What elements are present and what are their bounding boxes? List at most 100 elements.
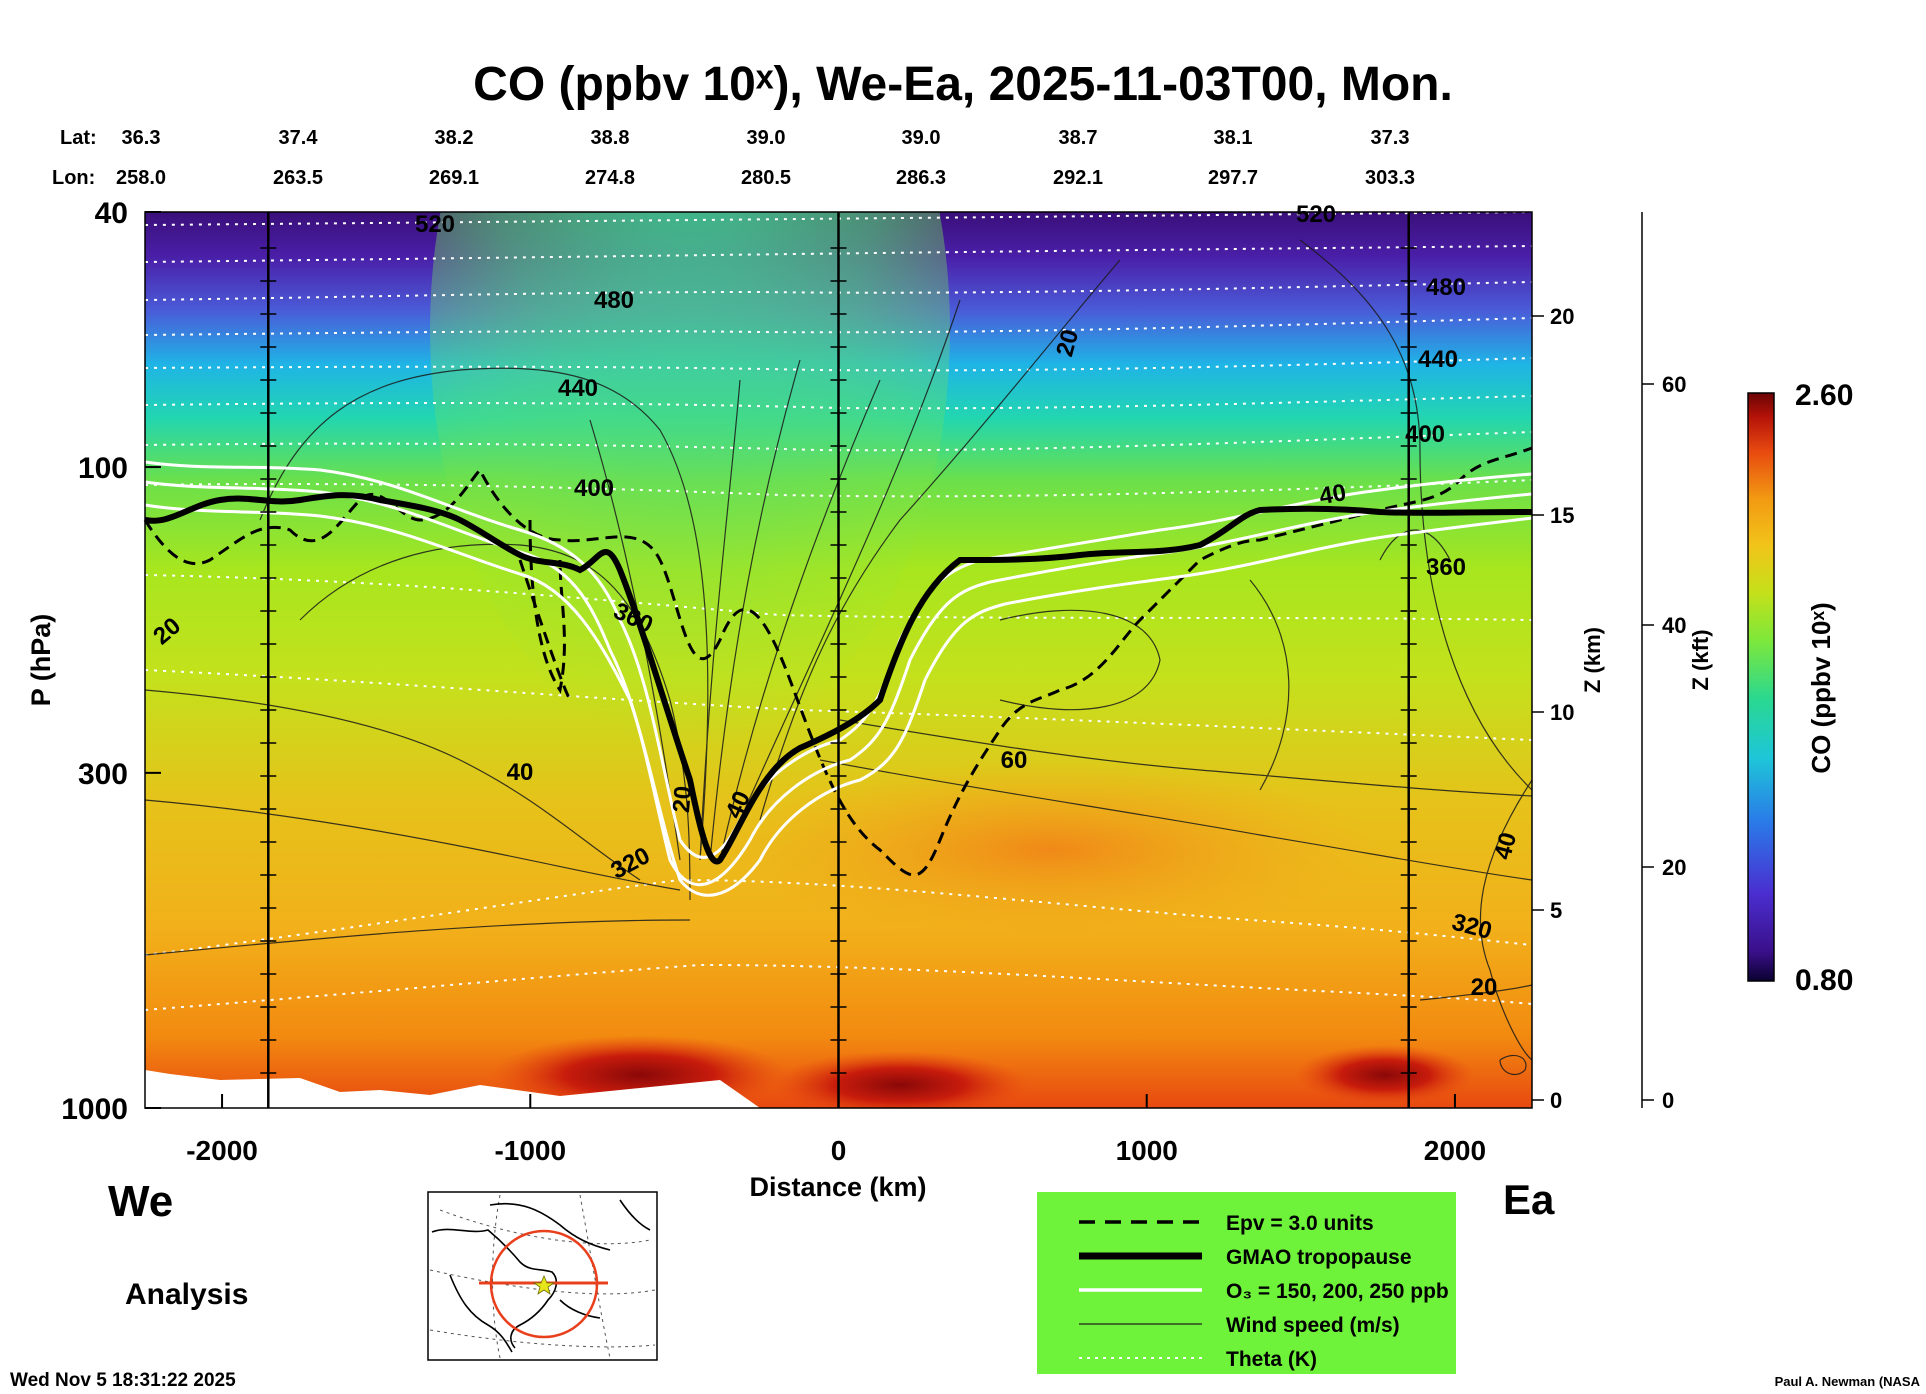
theta-contours — [144, 211, 1533, 1011]
co-surface-max-east — [770, 1051, 1030, 1108]
lat-row-label: Lat: — [60, 127, 97, 149]
wind-contour-line — [1249, 579, 1290, 791]
lat-value: 38.7 — [1059, 127, 1098, 149]
lon-value: 292.1 — [1053, 167, 1103, 189]
theta-contour-label: 360 — [1426, 554, 1466, 581]
ozone-line — [144, 503, 1533, 897]
z-km-tick-label: 10 — [1550, 700, 1574, 725]
lon-value: 258.0 — [116, 167, 166, 189]
z-kft-axis-label: Z (kft) — [1688, 629, 1713, 690]
z-kft-tick-label: 40 — [1662, 613, 1686, 638]
x-tick-label: -2000 — [186, 1135, 258, 1166]
lon-value: 269.1 — [429, 167, 479, 189]
theta-contour-label: 480 — [594, 287, 634, 314]
wind-contour-line — [1479, 779, 1533, 1061]
analysis-label: Analysis — [125, 1278, 248, 1311]
theta-contour-label: 480 — [1426, 274, 1466, 301]
wind-contour-line — [839, 719, 1533, 797]
graticule-line — [579, 1194, 611, 1359]
legend-item-label: Wind speed (m/s) — [1226, 1314, 1400, 1337]
legend-item-label: Theta (K) — [1226, 1348, 1317, 1371]
timestamp: Wed Nov 5 18:31:22 2025 — [10, 1370, 236, 1391]
wind-contour-line — [1419, 984, 1533, 1001]
terrain-mask — [145, 1070, 760, 1108]
y-tick-label: 300 — [78, 758, 128, 791]
map-center-star — [532, 1274, 556, 1295]
legend-item-label: O₃ = 150, 200, 250 ppb — [1226, 1280, 1449, 1303]
graticule-line — [429, 1329, 656, 1348]
east-label: Ea — [1503, 1176, 1555, 1223]
lon-value: 274.8 — [585, 167, 635, 189]
z-kft-tick-label: 20 — [1662, 855, 1686, 880]
legend-item-label: Epv = 3.0 units — [1226, 1212, 1374, 1235]
co-surface-max-far-east — [1295, 1045, 1475, 1105]
colorbar-min-label: 0.80 — [1795, 964, 1853, 997]
theta-contour-line — [144, 878, 1533, 956]
wind-contour-line — [739, 299, 961, 821]
wind-contour-line — [1499, 1055, 1527, 1075]
x-tick-label: 1000 — [1116, 1135, 1178, 1166]
lon-value: 280.5 — [741, 167, 791, 189]
lat-lon-values: 36.3 37.4 38.2 38.8 39.0 39.0 38.7 38.1 37.3 258.… — [116, 127, 1415, 189]
gmao-tropopause-line — [144, 492, 1533, 865]
lat-value: 37.3 — [1371, 127, 1410, 149]
z-km-tick-label: 5 — [1550, 898, 1562, 923]
z-km-tick-label: 20 — [1550, 304, 1574, 329]
map-coastlines — [431, 1199, 651, 1353]
lat-value: 38.8 — [591, 127, 630, 149]
theta-contour-label: 440 — [1418, 346, 1458, 373]
theta-contour-line — [144, 574, 1533, 621]
x-axis: -2000 -1000 0 1000 2000 — [186, 1094, 1486, 1166]
colorbar-max-label: 2.60 — [1795, 379, 1853, 412]
wind-contour-line — [819, 759, 1533, 881]
wind-contour-line — [999, 609, 1161, 711]
wind-contour-line — [299, 543, 691, 901]
lon-value: 297.7 — [1208, 167, 1258, 189]
vertical-marker-lines — [260, 212, 1417, 1108]
wind-contour-label: 40 — [507, 759, 534, 786]
graticule-line — [439, 1209, 651, 1245]
colorbar-label: CO (ppbv 10ˣ) — [1806, 602, 1836, 773]
lat-value: 37.4 — [279, 127, 319, 149]
legend-items: Epv = 3.0 units GMAO tropopause O₃ = 150, … — [1079, 1212, 1449, 1371]
theta-contour-label: 520 — [1296, 201, 1336, 228]
graticule-line — [492, 1194, 501, 1359]
legend: Epv = 3.0 units GMAO tropopause O₃ = 150, … — [1037, 1192, 1456, 1374]
credit: Paul A. Newman (NASA — [1775, 1374, 1921, 1389]
graticule-line — [429, 1269, 656, 1295]
wind-contour-line — [1299, 239, 1533, 791]
colorbar — [1747, 392, 1775, 982]
wind-contour-line — [259, 367, 709, 861]
epv-line — [143, 446, 1533, 877]
theta-contour-label: 440 — [558, 375, 598, 402]
y-axis: 40 100 300 1000 — [61, 197, 161, 1126]
wind-contour-line — [144, 919, 691, 956]
lat-value: 38.2 — [435, 127, 474, 149]
y-axis-label: P (hPa) — [26, 614, 56, 707]
z-kft-tick-label: 0 — [1662, 1088, 1674, 1113]
west-label: We — [108, 1177, 173, 1226]
chart-title: CO (ppbv 10ˣ), We-Ea, 2025-11-03T00, Mon… — [473, 58, 1453, 111]
inset-map — [427, 1191, 658, 1361]
epv-line — [528, 519, 566, 694]
lat-value: 38.1 — [1214, 127, 1253, 149]
lat-value: 39.0 — [747, 127, 786, 149]
lon-value: 303.3 — [1365, 167, 1415, 189]
wind-contour-label: 20 — [668, 785, 697, 814]
x-axis-label: Distance (km) — [749, 1172, 926, 1202]
co-orange-band — [720, 760, 1380, 940]
theta-contour-label: 520 — [415, 211, 455, 238]
wind-contour-line — [144, 689, 641, 881]
map-graticule — [429, 1194, 656, 1359]
y-tick-label: 100 — [78, 452, 128, 485]
x-tick-label: 0 — [831, 1135, 847, 1166]
theta-contour-label: 400 — [574, 475, 614, 502]
wind-speed-contours — [144, 239, 1533, 1075]
y-tick-label: 1000 — [61, 1093, 128, 1126]
lat-value: 39.0 — [902, 127, 941, 149]
wind-contour-line — [1379, 529, 1451, 561]
z-kft-tick-label: 60 — [1662, 372, 1686, 397]
x-tick-label: -1000 — [494, 1135, 566, 1166]
z-km-tick-label: 15 — [1550, 503, 1574, 528]
z-km-axis: 0 5 10 15 20 — [1532, 304, 1574, 1113]
